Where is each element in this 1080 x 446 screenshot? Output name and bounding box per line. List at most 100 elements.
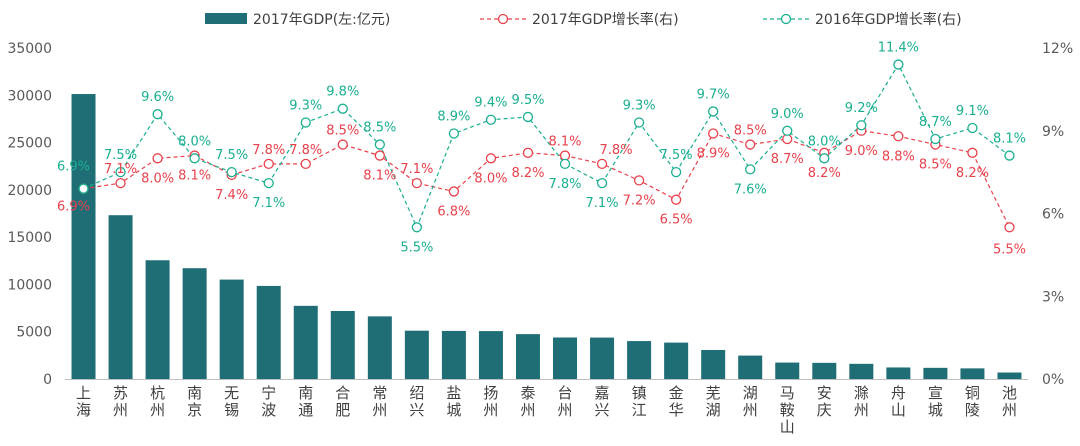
growth-2016-data-label: 7.5% <box>215 148 248 163</box>
gdp-2017-bar <box>367 316 392 379</box>
growth-2017-point <box>967 147 978 158</box>
right-axis-tick-label: 3% <box>1042 289 1064 305</box>
growth-2017-point <box>708 128 719 139</box>
growth-2017-data-label: 7.4% <box>215 188 248 203</box>
category-label: 舟山 <box>891 384 906 419</box>
left-axis-tick-label: 15000 <box>7 230 52 246</box>
left-axis-tick-label: 5000 <box>16 325 52 341</box>
category-label: 金华 <box>669 384 684 419</box>
category-label: 宣城 <box>928 384 943 419</box>
gdp-2017-bar <box>219 279 244 379</box>
category-label: 嘉兴 <box>595 384 610 419</box>
growth-2017-data-label: 7.2% <box>623 193 656 208</box>
growth-2016-point <box>596 178 608 189</box>
gdp-2017-bar <box>886 367 911 379</box>
left-axis-tick-label: 10000 <box>7 277 52 293</box>
growth-2017-point <box>745 139 756 150</box>
gdp-2017-bar <box>960 368 985 379</box>
growth-2016-line <box>83 63 1010 229</box>
growth-2016-point <box>226 166 237 178</box>
gdp-2017-bar <box>182 268 207 379</box>
growth-2016-point <box>448 128 460 139</box>
gdp-2017-bar <box>775 362 800 379</box>
growth-2016-data-label: 9.1% <box>956 104 989 119</box>
growth-2017-data-label: 7.8% <box>289 143 322 158</box>
growth-2017-point <box>893 131 904 142</box>
growth-2016-point <box>967 122 978 134</box>
growth-2016-data-label: 7.1% <box>252 196 285 211</box>
growth-2016-data-label: 9.8% <box>326 85 359 100</box>
growth-2017-point <box>670 194 682 205</box>
growth-2017-point <box>633 175 645 186</box>
growth-2017-data-label: 8.0% <box>141 171 174 186</box>
gdp-2017-bar <box>478 331 503 379</box>
left-axis-tick-label: 0 <box>43 372 52 388</box>
right-axis-tick-label: 12% <box>1042 41 1073 57</box>
growth-2016-point <box>782 125 793 136</box>
category-label: 池州 <box>1002 384 1017 419</box>
growth-2017-point <box>522 147 534 158</box>
category-label: 绍兴 <box>409 384 424 419</box>
growth-2016-data-label: 8.0% <box>808 134 841 149</box>
growth-2016-point <box>374 139 385 150</box>
legend-label-growth-2017: 2017年GDP增长率(右) <box>532 11 679 28</box>
gdp-2017-bar <box>590 337 615 379</box>
growth-2017-point <box>300 158 311 170</box>
growth-2016-data-label: 8.0% <box>178 134 211 149</box>
growth-2016-point <box>152 109 163 120</box>
category-label: 无锡 <box>224 384 239 419</box>
growth-2016-data-label: 7.5% <box>660 148 693 163</box>
growth-2016-point <box>300 117 311 128</box>
growth-2016-point <box>337 103 348 114</box>
gdp-2017-bar <box>627 341 652 379</box>
gdp-2017-bar <box>923 367 948 379</box>
right-axis-tick-label: 0% <box>1042 372 1064 388</box>
growth-2016-data-label: 9.7% <box>697 87 730 102</box>
growth-2017-point <box>374 150 385 161</box>
growth-2017-data-label: 7.8% <box>600 143 633 158</box>
category-label: 扬州 <box>483 384 498 419</box>
legend-marker-growth-2017 <box>497 13 509 25</box>
growth-2016-data-label: 9.6% <box>141 90 174 105</box>
growth-2016-point <box>930 133 941 145</box>
category-label: 南京 <box>187 384 202 419</box>
growth-2016-data-label: 7.5% <box>104 148 137 163</box>
growth-2017-point <box>152 153 163 164</box>
growth-2017-data-label: 8.5% <box>326 124 359 139</box>
gdp-2017-bar <box>849 363 874 379</box>
growth-2016-point <box>1004 150 1015 161</box>
category-label: 湖州 <box>743 384 758 419</box>
gdp-2017-bar <box>738 355 763 379</box>
growth-2017-data-label: 8.5% <box>734 124 767 139</box>
growth-2016-point <box>485 114 497 125</box>
growth-2017-data-label: 8.2% <box>808 166 841 181</box>
growth-2017-point <box>448 186 460 197</box>
growth-2016-point <box>819 153 830 164</box>
growth-2017-point <box>337 139 348 150</box>
growth-2017-point <box>485 153 497 164</box>
category-label: 杭州 <box>150 384 165 419</box>
category-label: 合肥 <box>335 384 350 419</box>
growth-2016-data-label: 6.9% <box>57 160 90 175</box>
growth-2016-point <box>522 111 534 123</box>
growth-2017-point <box>263 158 274 170</box>
gdp-2017-bar <box>553 337 578 379</box>
growth-2016-data-label: 8.5% <box>363 121 396 136</box>
growth-2017-data-label: 7.8% <box>252 143 285 158</box>
category-label: 滁州 <box>854 384 869 419</box>
category-label: 南通 <box>298 384 313 419</box>
category-label: 苏州 <box>113 384 128 419</box>
growth-2016-point <box>189 153 200 164</box>
gdp-2017-bar <box>812 362 837 379</box>
right-axis-tick-label: 9% <box>1042 124 1064 140</box>
growth-2017-data-label: 8.1% <box>549 135 582 150</box>
growth-2017-data-label: 8.5% <box>919 158 952 173</box>
legend-swatch-gdp-2017 <box>205 13 247 24</box>
growth-2016-data-label: 8.9% <box>437 110 470 125</box>
gdp-2017-bar <box>664 342 689 379</box>
growth-2016-point <box>670 166 682 178</box>
growth-2017-point <box>115 178 126 189</box>
growth-2016-point <box>893 59 904 70</box>
growth-2016-data-label: 9.5% <box>511 93 544 108</box>
